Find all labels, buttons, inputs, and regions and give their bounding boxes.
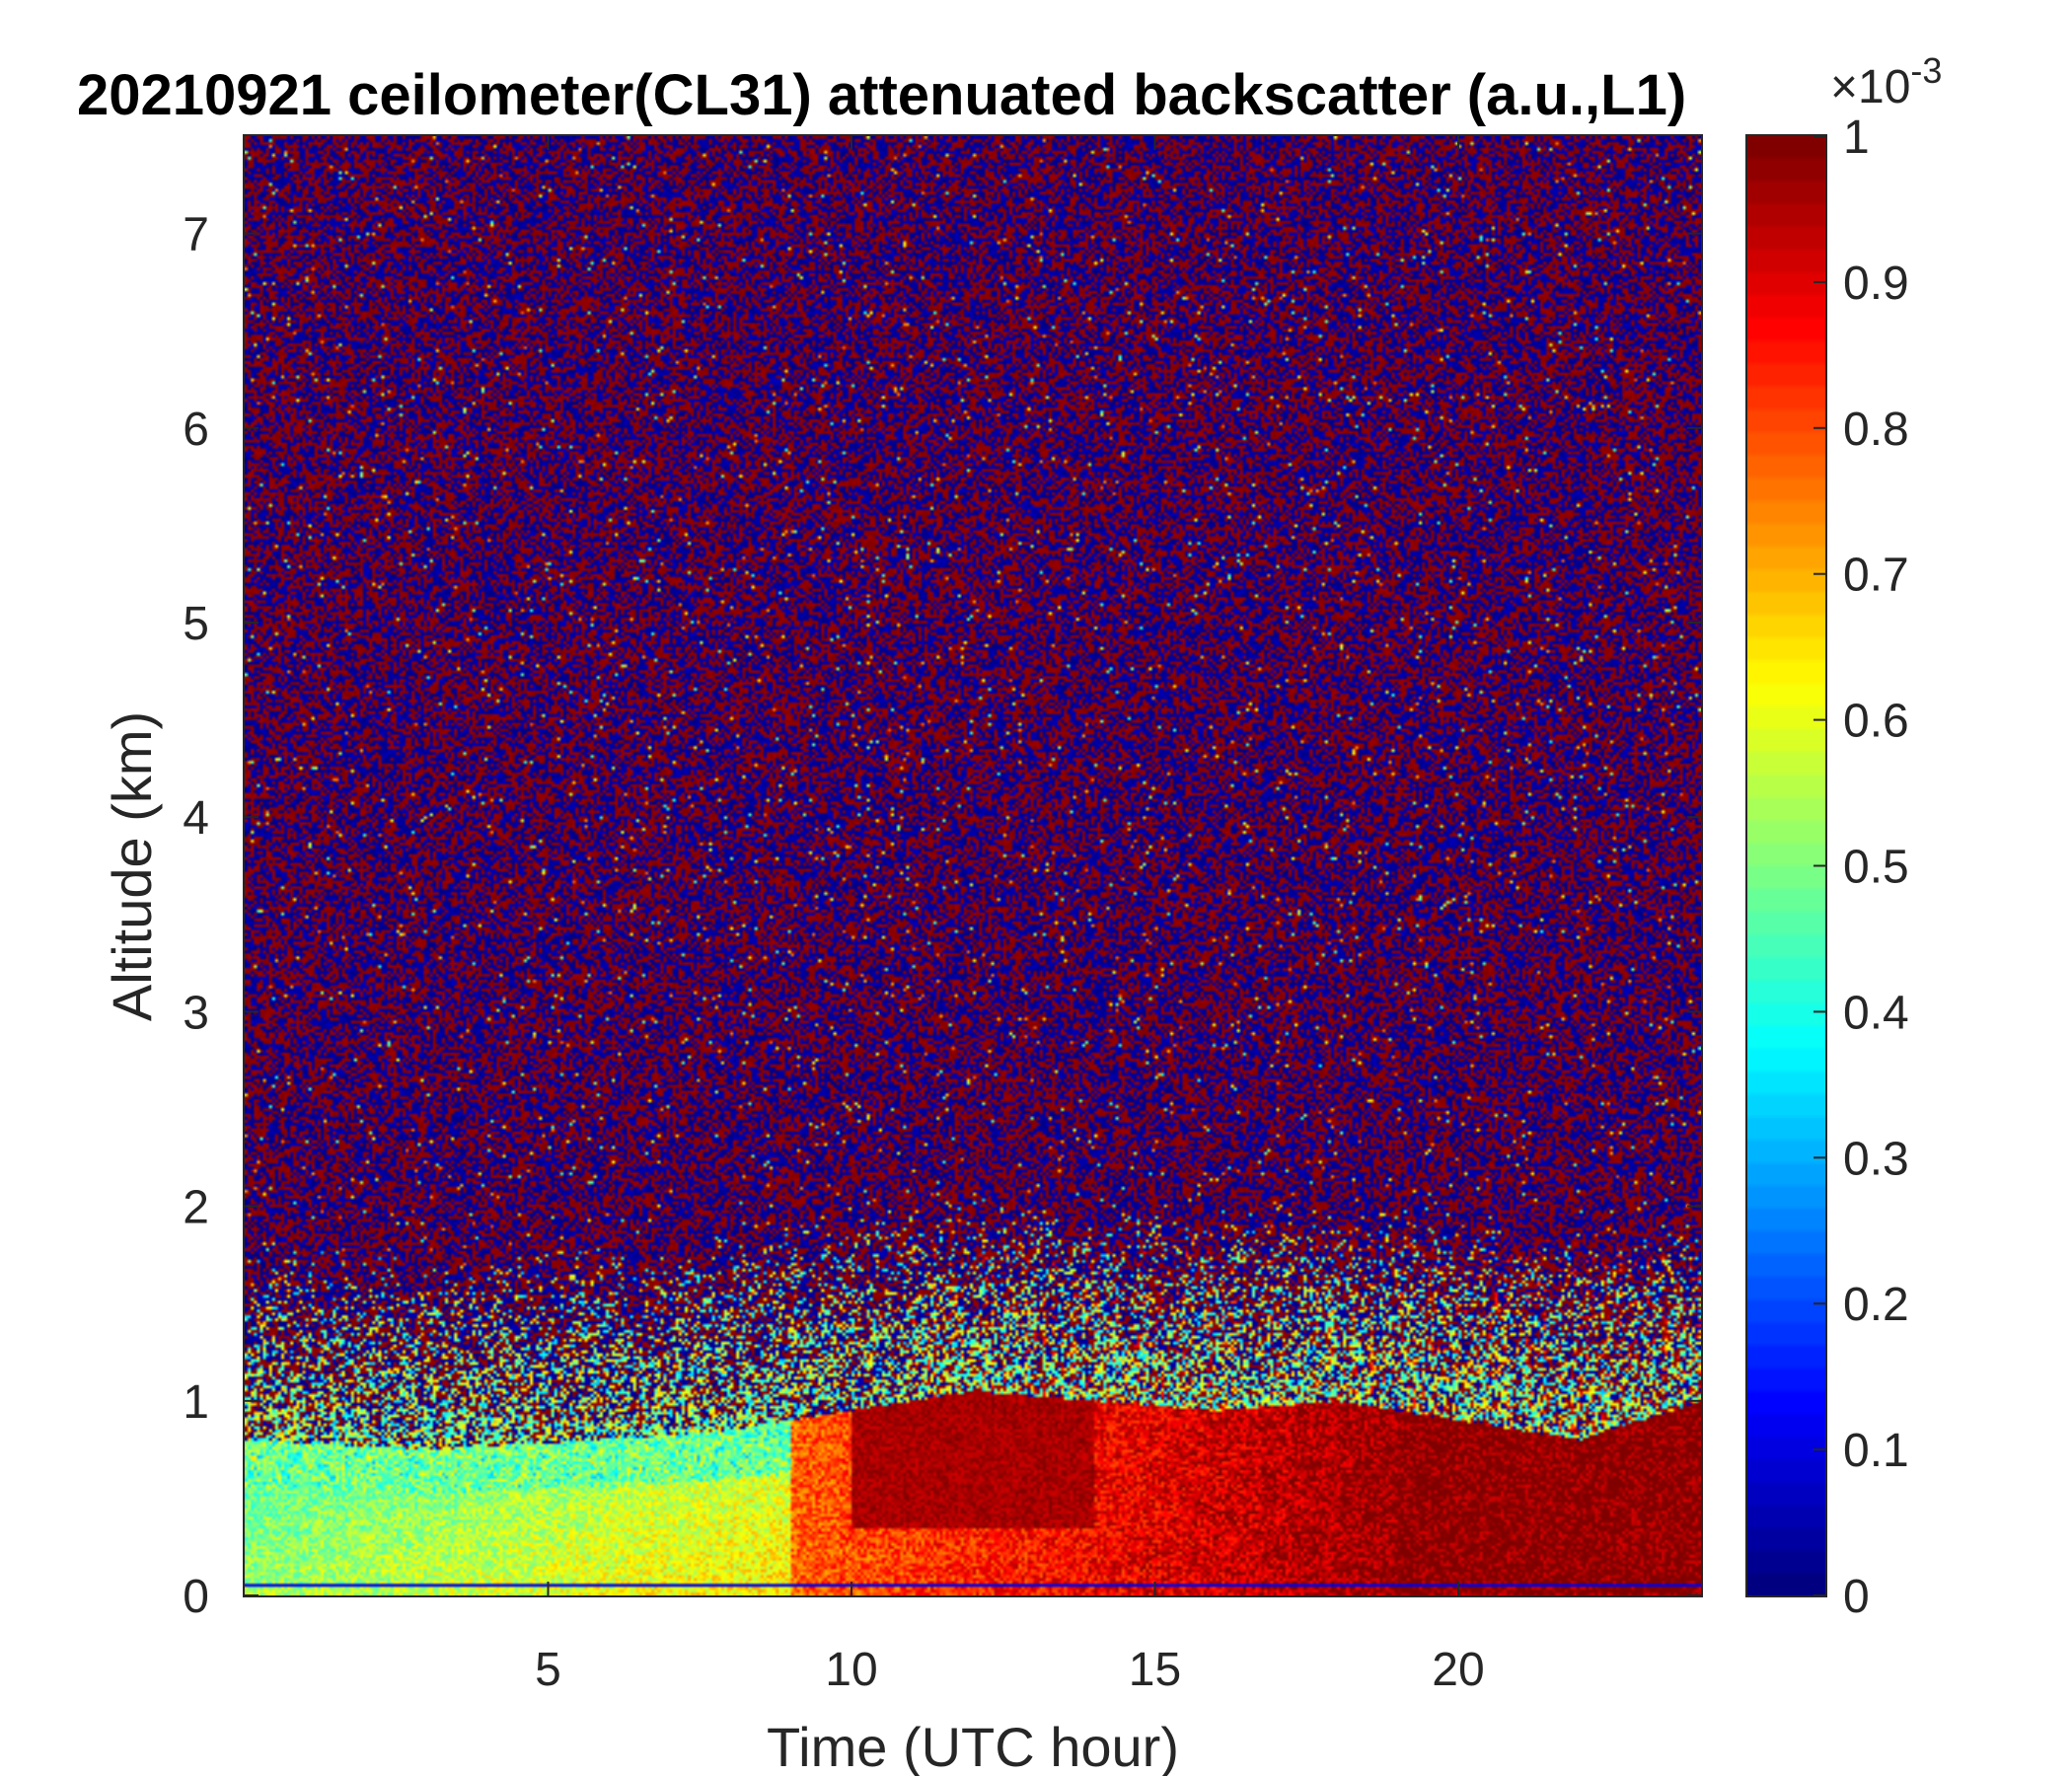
colorbar-tick-label: 0.4 — [1843, 987, 1909, 1039]
y-tick-label: 7 — [183, 209, 209, 261]
y-tick-label: 1 — [183, 1376, 209, 1429]
x-axis-label: Time (UTC hour) — [767, 1716, 1179, 1776]
colorbar-tick-label: 1 — [1843, 111, 1870, 164]
colorbar-tick-label: 0.6 — [1843, 696, 1909, 748]
colorbar-tick-label: 0.7 — [1843, 550, 1909, 602]
x-tick-label: 15 — [1129, 1644, 1181, 1696]
y-tick-label: 2 — [183, 1182, 209, 1234]
x-tick-label: 20 — [1432, 1644, 1484, 1696]
colorbar-ticks: 0 0.1 0.2 0.3 0.4 0.5 0.6 0.7 0.8 0.9 1 — [1813, 111, 1909, 1623]
colorbar: 0 0.1 0.2 0.3 0.4 0.5 0.6 0.7 0.8 0.9 1 ×10-3 — [1745, 50, 1942, 1623]
colorbar-tick-label: 0 — [1843, 1571, 1870, 1623]
colorbar-tick-label: 0.2 — [1843, 1279, 1909, 1331]
y-tick-label: 3 — [183, 987, 209, 1039]
y-axis-label: Altitude (km) — [101, 711, 163, 1021]
y-axis-ticks: 0 1 2 3 4 5 6 7 — [183, 209, 1701, 1623]
colorbar-tick-label: 0.8 — [1843, 404, 1909, 456]
x-tick-label: 5 — [535, 1644, 561, 1696]
y-tick-label: 0 — [183, 1571, 209, 1623]
x-tick-label: 10 — [825, 1644, 877, 1696]
y-tick-label: 6 — [183, 404, 209, 456]
colorbar-gradient — [1746, 135, 1826, 1596]
colorbar-exponent-base: ×10 — [1830, 61, 1910, 113]
colorbar-tick-label: 0.9 — [1843, 258, 1909, 310]
colorbar-tick-label: 0.5 — [1843, 842, 1909, 894]
colorbar-exponent-power: -3 — [1910, 50, 1942, 91]
chart-title: 20210921 ceilometer(CL31) attenuated bac… — [77, 63, 1686, 127]
plot-frame — [243, 134, 1703, 1597]
y-tick-label: 5 — [183, 598, 209, 650]
plot-area: 5 10 15 20 0 1 2 3 4 5 6 7 — [183, 134, 1703, 1696]
backscatter-heatmap — [245, 136, 1701, 1595]
colorbar-tick-label: 0.1 — [1843, 1425, 1909, 1477]
colorbar-exponent: ×10-3 — [1830, 50, 1942, 113]
y-tick-label: 4 — [183, 792, 209, 845]
colorbar-tick-label: 0.3 — [1843, 1133, 1909, 1185]
x-axis-ticks: 5 10 15 20 — [535, 136, 1485, 1696]
